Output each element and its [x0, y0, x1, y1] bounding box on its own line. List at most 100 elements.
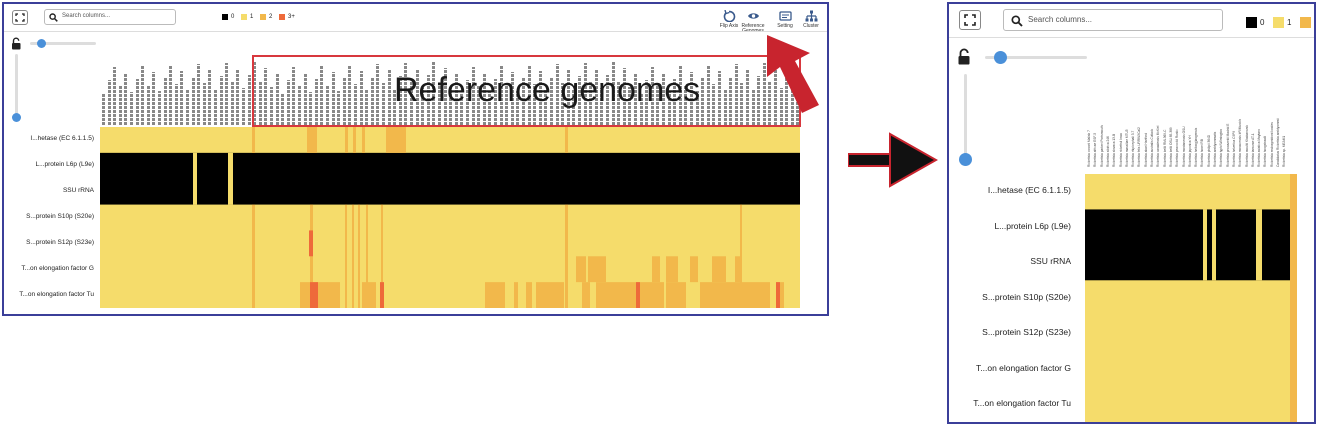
legend-label: 2	[269, 14, 273, 20]
column-label	[202, 83, 206, 125]
heatmap-cell	[636, 282, 640, 308]
column-label: Rickettsia endosymbiont Ixodes	[1269, 122, 1274, 167]
fullscreen-button[interactable]	[12, 10, 28, 25]
column-label: Rickettsia akari Hartford	[1143, 132, 1148, 167]
row-label[interactable]: T...on elongation factor G	[21, 265, 94, 272]
column-label	[214, 89, 217, 125]
heatmap-cell	[740, 204, 742, 308]
column-label	[102, 93, 105, 125]
legend-label: 3+	[288, 14, 295, 20]
row-height-slider-thumb[interactable]	[959, 153, 972, 166]
column-label: Rickettsia bellii OSU 85-389	[1168, 127, 1173, 167]
column-label	[107, 80, 111, 125]
column-label	[124, 73, 128, 125]
column-label	[169, 65, 173, 125]
row-height-slider[interactable]	[15, 54, 18, 120]
heatmap-cell	[576, 256, 586, 283]
heatmap-grid[interactable]	[100, 127, 800, 308]
row-height-slider[interactable]	[964, 74, 967, 160]
heatmap-cell	[565, 204, 568, 308]
column-label	[118, 86, 122, 125]
heatmap-cell	[352, 204, 354, 308]
heatmap-cell	[514, 282, 518, 308]
toolbar-button-cluster[interactable]: Cluster	[798, 10, 824, 29]
column-label	[174, 84, 178, 125]
legend-item: 1	[1273, 17, 1291, 28]
heatmap-cell	[536, 282, 564, 308]
row-label[interactable]: SSU rRNA	[62, 187, 94, 194]
column-label	[197, 64, 201, 125]
heatmap-cell	[366, 204, 368, 308]
legend-item	[1300, 17, 1314, 28]
row-label[interactable]: SSU rRNA	[1030, 256, 1071, 266]
legend-label: 1	[1287, 18, 1292, 27]
legend-label: 0	[231, 14, 235, 20]
column-label: Rickettsia australis Cutlack	[1150, 128, 1154, 167]
heatmap-cell	[345, 127, 348, 153]
row-label[interactable]: T...on elongation factor G	[976, 362, 1071, 373]
heatmap-cell	[309, 230, 313, 257]
column-label: Rickettsia asiatica Maytaro	[1257, 129, 1262, 167]
row-label[interactable]: L...protein L6p (L9e)	[994, 220, 1071, 231]
heatmap-cell	[596, 282, 664, 308]
row-label[interactable]: T...on elongation factor Tu	[973, 398, 1071, 408]
column-label: Candidatus Rickettsia amblyommii	[1276, 118, 1280, 167]
column-label: Rickettsia raoultii Khabarovsk	[1244, 125, 1249, 167]
toolbar-button-flip-axis[interactable]: Flip Axis	[716, 9, 742, 29]
column-width-slider-thumb[interactable]	[37, 39, 46, 48]
fullscreen-icon	[964, 14, 976, 26]
legend-item: 3+	[279, 14, 295, 20]
unlock-icon[interactable]	[11, 37, 22, 50]
toolbar-button-label: Flip Axis	[719, 23, 739, 29]
row-label[interactable]: S...protein S10p (S20e)	[982, 291, 1071, 302]
heatmap-cell	[582, 282, 590, 308]
legend-label: 1	[250, 14, 254, 20]
row-label[interactable]: S...protein S10p (S20e)	[26, 213, 94, 220]
row-label[interactable]: I...hetase (EC 6.1.1.5)	[987, 185, 1071, 195]
legend-swatch	[1273, 17, 1284, 28]
heatmap-cell	[310, 282, 318, 308]
column-label	[130, 92, 133, 125]
column-label: Rickettsia amblyommatis	[1213, 131, 1217, 167]
heatmap-grid[interactable]	[1085, 174, 1297, 422]
heatmap-cell	[666, 282, 686, 308]
heatmap-cell	[307, 127, 317, 153]
row-label[interactable]: S...protein S12p (S23e)	[26, 239, 94, 246]
fullscreen-button[interactable]	[959, 10, 981, 30]
column-label: Rickettsia typhi Wilmington	[1219, 128, 1224, 167]
legend-swatch	[1300, 17, 1311, 28]
legend-item: 0	[222, 14, 234, 20]
search-input[interactable]: Search columns...	[1003, 9, 1223, 31]
search-placeholder: Search columns...	[1028, 15, 1093, 24]
row-label[interactable]: I...hetase (EC 6.1.1.5)	[30, 135, 94, 142]
toolbar-button-label: Cluster	[803, 23, 819, 29]
heatmap-cell	[1212, 209, 1216, 281]
search-icon	[49, 13, 58, 22]
heatmap-cell	[712, 256, 726, 283]
toolbar-button-settings[interactable]: Setting	[772, 10, 798, 29]
heatmap-absent-block	[1085, 209, 1290, 281]
row-label[interactable]: S...protein S12p (S23e)	[982, 327, 1071, 337]
row-label[interactable]: L...protein L6p (L9e)	[35, 161, 94, 168]
reference-genomes-callout-label: Reference genomes	[394, 71, 701, 109]
legend-swatch	[241, 14, 247, 20]
heatmap-cell	[228, 152, 233, 205]
search-input[interactable]: Search columns...	[44, 9, 176, 25]
toolbar-divider	[949, 37, 1314, 38]
row-height-slider-thumb[interactable]	[12, 113, 21, 122]
unlock-icon[interactable]	[957, 48, 972, 65]
column-label: Rickettsia slovaca 13-B	[1112, 133, 1117, 167]
legend-item: 0	[1246, 17, 1264, 28]
column-label	[242, 88, 245, 125]
legend-swatch	[222, 14, 228, 20]
row-label[interactable]: T...on elongation factor Tu	[19, 291, 94, 298]
column-width-slider-thumb[interactable]	[994, 51, 1007, 64]
heatmap-cell	[588, 256, 606, 283]
heatmap-cell	[380, 282, 384, 308]
column-label: Rickettsia massiliae MTU5	[1124, 129, 1129, 167]
column-width-slider[interactable]	[30, 42, 96, 45]
column-width-slider[interactable]	[985, 56, 1087, 59]
column-label	[208, 70, 212, 125]
heatmap-cell	[252, 127, 255, 153]
heatmap-cell	[362, 127, 365, 153]
